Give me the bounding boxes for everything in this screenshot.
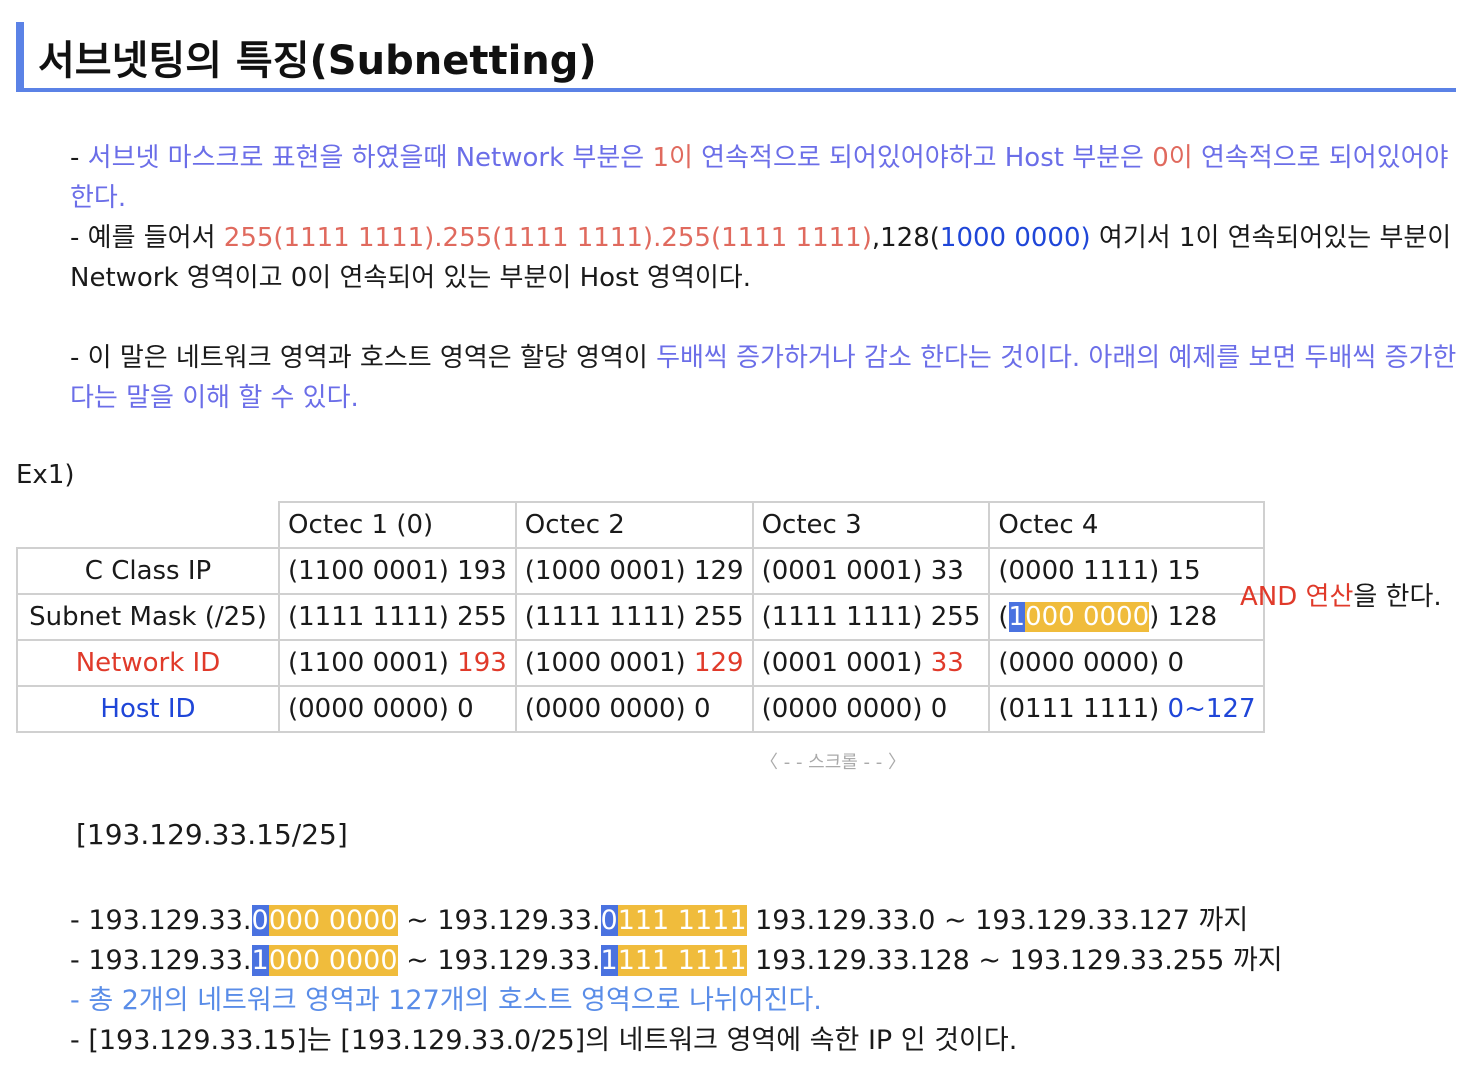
table-header-row: Octec 1 (0) Octec 2 Octec 3 Octec 4 (16, 501, 1266, 549)
row-label: C Class IP (16, 547, 280, 595)
text-segment: 서브넷 마스크로 표현을 하였을때 Network 부분은 (87, 143, 653, 173)
text-segment: ~ 193.129.33. (397, 905, 601, 936)
scroll-hint[interactable]: 〈 - - 스크롤 - - 〉 (760, 752, 906, 773)
table-row: Subnet Mask (/25) (1111 1111) 255 (1111 … (16, 593, 1266, 641)
highlight-yellow: 111 1111 (617, 945, 747, 976)
paragraph-subnet-mask-rule: - 서브넷 마스크로 표현을 하였을때 Network 부분은 1이 연속적으로… (70, 138, 1460, 218)
text-segment: 총 2개의 네트워크 영역과 127개의 호스트 영역으로 나뉘어진다. (88, 985, 822, 1016)
table-cell: (0000 1111) 15 (988, 547, 1266, 595)
highlight-yellow: 000 0000 (268, 945, 398, 976)
highlight-blue: 0 (600, 905, 618, 936)
text-segment: - 이 말은 네트워크 영역과 호스트 영역은 할당 영역이 (70, 343, 657, 373)
table-cell: (1000 0001) 129 (514, 639, 754, 687)
table-header-cell: Octec 4 (988, 501, 1266, 549)
paragraph-example: - 예를 들어서 255(1111 1111).255(1111 1111).2… (70, 218, 1460, 298)
text-segment: 193.129.33.128 ~ 193.129.33.255 까지 (746, 945, 1283, 976)
text-segment: 을 한다. (1353, 582, 1442, 612)
table-row: Host ID (0000 0000) 0 (0000 0000) 0 (000… (16, 685, 1266, 733)
dash: - (70, 143, 88, 173)
highlight-blue: 1 (1008, 602, 1026, 632)
table-header-cell (16, 501, 280, 549)
text-segment: (0001 0001) (761, 648, 931, 678)
table-row: Network ID (1100 0001) 193 (1000 0001) 1… (16, 639, 1266, 687)
text-segment: 255(1111 1111).255(1111 1111).255(1111 1… (223, 223, 872, 253)
table-cell: (0001 0001) 33 (751, 547, 991, 595)
text-segment: 193.129.33.0 ~ 193.129.33.127 까지 (746, 905, 1249, 936)
text-segment: 129 (693, 648, 744, 678)
text-segment: - 예를 들어서 (70, 223, 224, 253)
table-row: C Class IP (1100 0001) 193 (1000 0001) 1… (16, 547, 1266, 595)
text-segment: 여기서 1이 연속되어있는 부분이 Network 영역이고 0이 연속되어 있… (70, 223, 1452, 293)
table-cell: (1111 1111) 255 (751, 593, 991, 641)
text-segment: 0이 (1152, 143, 1193, 173)
highlight-blue: 1 (251, 945, 269, 976)
text-segment: 연속적으로 되어있어야하고 Host 부분은 (692, 143, 1153, 173)
text-segment: 0~127 (1167, 694, 1256, 724)
summary-line: - 총 2개의 네트워크 영역과 127개의 호스트 영역으로 나뉘어진다. (70, 978, 822, 1017)
table-cell: (0000 0000) 0 (514, 685, 754, 733)
text-segment: ( (998, 602, 1009, 632)
table-cell: (1100 0001) 193 (278, 547, 517, 595)
table-cell: (0111 1111) 0~127 (988, 685, 1266, 733)
table-cell: (0000 0000) 0 (751, 685, 991, 733)
table-cell: (0001 0001) 33 (751, 639, 991, 687)
subnet-table: Octec 1 (0) Octec 2 Octec 3 Octec 4 C Cl… (16, 501, 1266, 733)
table-cell: (1111 1111) 255 (278, 593, 517, 641)
text-segment: 33 (930, 648, 964, 678)
text-segment: AND 연산 (1240, 582, 1354, 612)
row-label: Host ID (16, 685, 280, 733)
text-segment: - 193.129.33. (70, 945, 252, 976)
highlight-blue: 1 (600, 945, 618, 976)
range-line: - 193.129.33.0000 0000 ~ 193.129.33.0111… (70, 898, 1248, 937)
and-operation-note: AND 연산을 한다. (1240, 576, 1442, 613)
text-segment: - 193.129.33. (70, 905, 252, 936)
table-cell: (1111 1111) 255 (514, 593, 754, 641)
table-cell: (0000 0000) 0 (278, 685, 517, 733)
highlight-yellow: 000 0000 (268, 905, 398, 936)
table-cell: (1000 0001) 129 (514, 547, 754, 595)
range-line: - 193.129.33.1000 0000 ~ 193.129.33.1111… (70, 938, 1283, 977)
text-segment: 1이 (652, 143, 693, 173)
text-segment: (0111 1111) (998, 694, 1168, 724)
text-segment: 연속적으로 되어있어야한다. (70, 143, 1449, 213)
text-segment: - (70, 985, 89, 1016)
table-cell: (1000 0000) 128 (988, 593, 1266, 641)
text-segment: 193 (457, 648, 507, 678)
text-segment: ~ 193.129.33. (397, 945, 601, 976)
table-header-cell: Octec 3 (751, 501, 991, 549)
text-segment: 1000 0000) (939, 223, 1091, 253)
table-header-cell: Octec 2 (514, 501, 754, 549)
paragraph-doubling: - 이 말은 네트워크 영역과 호스트 영역은 할당 영역이 두배씩 증가하거나… (70, 338, 1460, 418)
text-segment: (1000 0001) (524, 648, 694, 678)
table-header-cell: Octec 1 (0) (278, 501, 517, 549)
highlight-yellow: 000 0000 (1025, 602, 1150, 632)
text-segment: 두배씩 증가하거나 감소 한다는 것이다. 아래의 예제를 보면 두배씩 증가한… (70, 343, 1457, 413)
table-cell: (1100 0001) 193 (278, 639, 517, 687)
table-cell: (0000 0000) 0 (988, 639, 1266, 687)
conclusion-line: - [193.129.33.15]는 [193.129.33.0/25]의 네트… (70, 1025, 1018, 1056)
page-title: 서브넷팅의 특징(Subnetting) (38, 38, 597, 84)
cidr-heading: [193.129.33.15/25] (76, 818, 348, 851)
example-label: Ex1) (16, 460, 75, 490)
title-accent-bar (16, 22, 1456, 92)
highlight-yellow: 111 1111 (617, 905, 747, 936)
highlight-blue: 0 (251, 905, 269, 936)
row-label: Network ID (16, 639, 280, 687)
text-segment: (1100 0001) (288, 648, 458, 678)
text-segment: ,128( (871, 223, 940, 253)
text-segment: ) 128 (1149, 602, 1218, 632)
row-label: Subnet Mask (/25) (16, 593, 280, 641)
